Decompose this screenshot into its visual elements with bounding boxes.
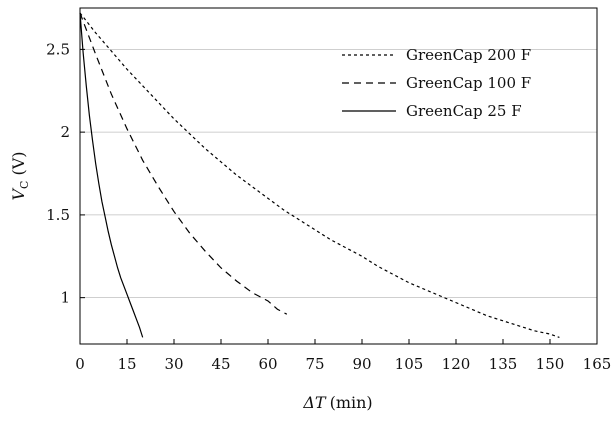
x-axis-label: ΔT (min)	[302, 393, 372, 412]
series-line-2	[79, 12, 288, 315]
y-tick-label: 1	[60, 289, 70, 307]
series-line-3	[79, 12, 144, 338]
x-axis-ticks: 0 15 30 45 60 75 90 105 120 135 150 165	[75, 339, 611, 373]
x-tick-label: 30	[164, 355, 183, 373]
x-axis-label-unit: (min)	[330, 393, 373, 412]
y-tick-label: 2.5	[46, 40, 70, 58]
y-axis-label-sub: C	[18, 181, 31, 189]
y-tick-label: 2	[60, 123, 70, 141]
legend-label-1: GreenCap 200 F	[406, 46, 531, 64]
x-tick-label: 0	[75, 355, 85, 373]
x-tick-label: 75	[305, 355, 324, 373]
y-axis-ticks: 1 1.5 2 2.5	[46, 40, 85, 307]
x-tick-label: 105	[395, 355, 424, 373]
series-line-1	[79, 12, 560, 338]
y-axis-label-unit: (V)	[9, 151, 28, 175]
x-tick-label: 60	[258, 355, 277, 373]
x-tick-label: 90	[352, 355, 371, 373]
grid-lines	[80, 48, 597, 299]
legend-label-2: GreenCap 100 F	[406, 74, 531, 92]
x-tick-label: 165	[583, 355, 612, 373]
x-tick-label: 120	[442, 355, 471, 373]
y-tick-label: 1.5	[46, 206, 70, 224]
x-axis-label-var: ΔT	[302, 393, 327, 412]
x-tick-label: 15	[117, 355, 136, 373]
legend-label-3: GreenCap 25 F	[406, 102, 522, 120]
x-tick-label: 150	[536, 355, 565, 373]
plot-area-frame	[79, 7, 598, 345]
y-axis-label-var: V	[9, 188, 28, 201]
y-axis-label: VC (V)	[9, 151, 31, 200]
x-tick-label: 45	[211, 355, 230, 373]
x-tick-label: 135	[489, 355, 518, 373]
series-group	[79, 12, 560, 338]
legend: GreenCap 200 F GreenCap 100 F GreenCap 25 …	[342, 46, 531, 120]
